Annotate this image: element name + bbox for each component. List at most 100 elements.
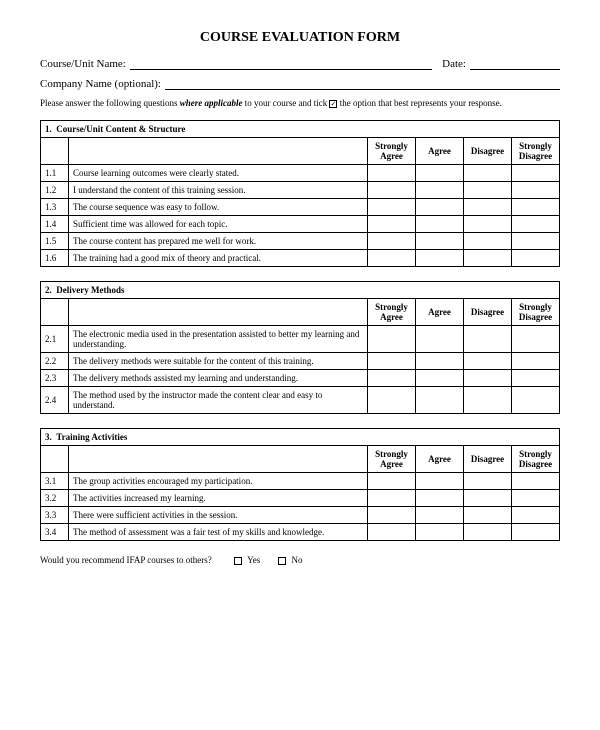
rating-cell-d[interactable] — [464, 232, 512, 249]
rating-header-sd: Strongly Disagree — [512, 137, 560, 164]
rating-cell-d[interactable] — [464, 215, 512, 232]
question-text: Course learning outcomes were clearly st… — [69, 164, 368, 181]
section-header: 1. Course/Unit Content & Structure — [41, 120, 560, 137]
rating-cell-sa[interactable] — [368, 523, 416, 540]
rating-cell-sa[interactable] — [368, 164, 416, 181]
rating-header-sa: Strongly Agree — [368, 445, 416, 472]
rating-cell-sd[interactable] — [512, 198, 560, 215]
rating-cell-d[interactable] — [464, 489, 512, 506]
rating-cell-a[interactable] — [416, 249, 464, 266]
rating-cell-a[interactable] — [416, 181, 464, 198]
recommend-yes-checkbox[interactable] — [234, 557, 242, 565]
recommend-yes-label: Yes — [247, 555, 260, 565]
rating-cell-a[interactable] — [416, 489, 464, 506]
rating-cell-a[interactable] — [416, 352, 464, 369]
rating-cell-sd[interactable] — [512, 386, 560, 413]
rating-header-sa: Strongly Agree — [368, 137, 416, 164]
rating-cell-a[interactable] — [416, 232, 464, 249]
rating-cell-sd[interactable] — [512, 325, 560, 352]
rating-cell-sd[interactable] — [512, 352, 560, 369]
rating-header-sd: Strongly Disagree — [512, 298, 560, 325]
rating-cell-d[interactable] — [464, 325, 512, 352]
rating-cell-sd[interactable] — [512, 164, 560, 181]
rating-cell-a[interactable] — [416, 472, 464, 489]
company-input-line[interactable] — [165, 78, 560, 90]
rating-cell-sd[interactable] — [512, 215, 560, 232]
rating-header-a: Agree — [416, 137, 464, 164]
rating-cell-a[interactable] — [416, 215, 464, 232]
rating-cell-d[interactable] — [464, 369, 512, 386]
rating-cell-d[interactable] — [464, 386, 512, 413]
row-number: 3.2 — [41, 489, 69, 506]
rating-cell-sa[interactable] — [368, 249, 416, 266]
table-row: 3.2The activities increased my learning. — [41, 489, 560, 506]
course-label: Course/Unit Name: — [40, 58, 126, 70]
course-input-line[interactable] — [130, 58, 432, 70]
rating-cell-a[interactable] — [416, 369, 464, 386]
rating-header-sd: Strongly Disagree — [512, 445, 560, 472]
rating-cell-a[interactable] — [416, 523, 464, 540]
rating-header-d: Disagree — [464, 298, 512, 325]
rating-cell-a[interactable] — [416, 386, 464, 413]
rating-cell-sd[interactable] — [512, 249, 560, 266]
page-title: COURSE EVALUATION FORM — [40, 30, 560, 46]
section-header: 2. Delivery Methods — [41, 281, 560, 298]
question-text: The group activities encouraged my parti… — [69, 472, 368, 489]
question-text: The delivery methods were suitable for t… — [69, 352, 368, 369]
rating-cell-a[interactable] — [416, 506, 464, 523]
rating-cell-d[interactable] — [464, 249, 512, 266]
rating-cell-a[interactable] — [416, 325, 464, 352]
rating-cell-d[interactable] — [464, 472, 512, 489]
rating-cell-sa[interactable] — [368, 325, 416, 352]
rating-cell-sd[interactable] — [512, 489, 560, 506]
section-table: 1. Course/Unit Content & StructureStrong… — [40, 120, 560, 267]
row-number: 1.1 — [41, 164, 69, 181]
rating-cell-sa[interactable] — [368, 472, 416, 489]
recommend-no-checkbox[interactable] — [278, 557, 286, 565]
rating-cell-a[interactable] — [416, 198, 464, 215]
rating-cell-sa[interactable] — [368, 198, 416, 215]
question-text: The activities increased my learning. — [69, 489, 368, 506]
rating-cell-sd[interactable] — [512, 523, 560, 540]
rating-header-d: Disagree — [464, 137, 512, 164]
rating-cell-sd[interactable] — [512, 369, 560, 386]
course-date-row: Course/Unit Name: Date: — [40, 58, 560, 70]
section-table: 3. Training ActivitiesStrongly AgreeAgre… — [40, 428, 560, 541]
rating-cell-d[interactable] — [464, 164, 512, 181]
blank-cell — [41, 137, 69, 164]
row-number: 2.2 — [41, 352, 69, 369]
rating-cell-sa[interactable] — [368, 369, 416, 386]
rating-cell-d[interactable] — [464, 523, 512, 540]
rating-cell-d[interactable] — [464, 352, 512, 369]
row-number: 1.3 — [41, 198, 69, 215]
row-number: 2.4 — [41, 386, 69, 413]
rating-cell-sd[interactable] — [512, 181, 560, 198]
rating-cell-sa[interactable] — [368, 489, 416, 506]
rating-cell-sa[interactable] — [368, 506, 416, 523]
blank-cell — [69, 445, 368, 472]
rating-cell-sa[interactable] — [368, 352, 416, 369]
recommend-question: Would you recommend IFAP courses to othe… — [40, 555, 212, 565]
rating-cell-sa[interactable] — [368, 215, 416, 232]
rating-cell-sa[interactable] — [368, 386, 416, 413]
rating-cell-sd[interactable] — [512, 472, 560, 489]
rating-cell-d[interactable] — [464, 198, 512, 215]
blank-cell — [69, 298, 368, 325]
rating-cell-d[interactable] — [464, 506, 512, 523]
rating-cell-sd[interactable] — [512, 506, 560, 523]
table-row: 2.4The method used by the instructor mad… — [41, 386, 560, 413]
rating-cell-sa[interactable] — [368, 232, 416, 249]
rating-cell-sa[interactable] — [368, 181, 416, 198]
question-text: I understand the content of this trainin… — [69, 181, 368, 198]
blank-cell — [69, 137, 368, 164]
date-input-line[interactable] — [470, 58, 560, 70]
rating-cell-a[interactable] — [416, 164, 464, 181]
table-row: 1.3The course sequence was easy to follo… — [41, 198, 560, 215]
section-table: 2. Delivery MethodsStrongly AgreeAgreeDi… — [40, 281, 560, 414]
rating-cell-d[interactable] — [464, 181, 512, 198]
table-row: 2.2The delivery methods were suitable fo… — [41, 352, 560, 369]
question-text: Sufficient time was allowed for each top… — [69, 215, 368, 232]
rating-cell-sd[interactable] — [512, 232, 560, 249]
section-header: 3. Training Activities — [41, 428, 560, 445]
recommend-no-label: No — [292, 555, 303, 565]
